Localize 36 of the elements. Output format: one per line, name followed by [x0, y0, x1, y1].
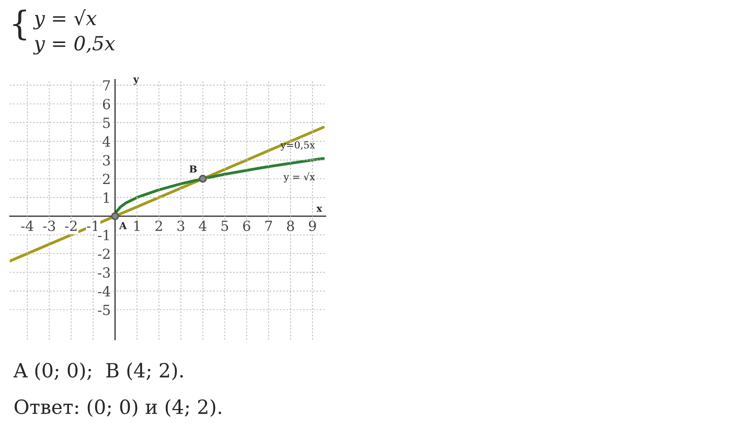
y-tick-label: -5 — [98, 304, 110, 316]
y-tick-label: -2 — [98, 248, 110, 259]
x-tick-label: 7 — [265, 220, 272, 231]
x-tick-label: 9 — [308, 220, 316, 232]
text: y = 0,5x — [33, 36, 116, 55]
x-tick-label: 5 — [221, 220, 228, 232]
y-tick-label: -1 — [98, 230, 109, 240]
x-tick-label: 8 — [287, 220, 294, 232]
x-tick-label: 3 — [177, 220, 184, 232]
y-tick-label: -3 — [98, 267, 110, 278]
series-label: y=0,5x — [280, 141, 315, 151]
y-tick-label: 1 — [104, 192, 109, 203]
x-tick-label: -4 — [21, 220, 34, 231]
x-tick-label: -2 — [65, 220, 77, 231]
y-tick-label: 3 — [103, 154, 110, 166]
text: A (0; 0); B (4; 2). — [13, 362, 183, 380]
y-tick-label: 7 — [103, 80, 110, 90]
y-tick-label: -4 — [98, 286, 110, 296]
x-tick-label: 4 — [198, 220, 207, 231]
text: y = √x — [33, 9, 97, 30]
annotation: B — [189, 165, 197, 173]
x-tick-label: -3 — [43, 220, 55, 232]
annotation: A — [119, 222, 127, 230]
x-tick-label: 1 — [134, 220, 140, 231]
y-tick-label: 6 — [102, 98, 110, 110]
y-tick-label: 5 — [103, 118, 110, 128]
x-tick-label: 2 — [155, 220, 162, 231]
x-tick-label: 6 — [243, 220, 250, 232]
y-tick-label: 2 — [102, 174, 110, 184]
x-tick-label: -1 — [86, 220, 98, 231]
y-axis-title: y — [133, 78, 140, 85]
text: { — [13, 10, 26, 40]
series-label: y = √x — [284, 172, 315, 182]
text: Ответ: (0; 0) и (4; 2). — [14, 399, 222, 417]
y-tick-label: 4 — [102, 136, 110, 147]
x-axis-title: x — [316, 206, 322, 212]
